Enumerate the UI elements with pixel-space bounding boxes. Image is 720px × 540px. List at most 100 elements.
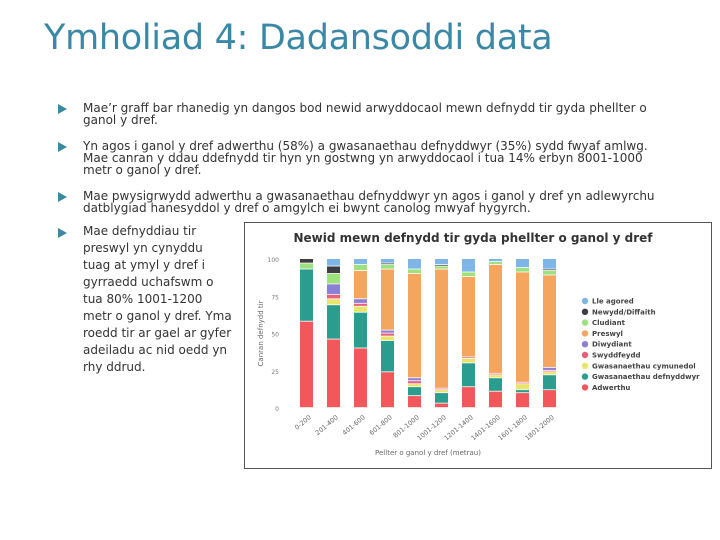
legend-marker (581, 362, 589, 369)
bullet-text: Yn agos i ganol y dref adwerthu (58%) a … (83, 139, 648, 177)
bar-segment (462, 358, 475, 363)
y-tick-label: 100 (268, 257, 280, 264)
bar-segment (408, 381, 421, 384)
bar-segment (516, 259, 529, 268)
bar-segment (327, 305, 340, 339)
bar-segment (462, 259, 475, 272)
bar-segment (543, 275, 556, 367)
stacked-bar-chart: Newid mewn defnydd tir gyda phellter o g… (244, 222, 712, 469)
bar-segment (408, 387, 421, 396)
bar-segment (435, 266, 448, 269)
bar-segment (516, 393, 529, 408)
bar-segment (462, 363, 475, 387)
legend-label: Adwerthu (592, 384, 630, 392)
bar-segment (489, 375, 502, 378)
bar-segment (543, 259, 556, 269)
bar-segment (381, 264, 394, 269)
arrow-bullet-icon (58, 142, 67, 152)
bar-segment (327, 266, 340, 274)
bar-segment (408, 396, 421, 408)
bar-segment (327, 259, 340, 266)
bar-segment (516, 390, 529, 393)
legend-label: Gwasanaethau defnyddwyr (592, 373, 700, 381)
bar-segment (408, 259, 421, 269)
bar-segment (489, 261, 502, 265)
bar-segment (516, 267, 529, 272)
legend-marker (581, 330, 589, 337)
bar-segment (462, 272, 475, 277)
bar-segment (300, 321, 313, 408)
x-axis-label: Pellter o ganol y dref (metrau) (375, 449, 481, 457)
x-tick-label: 601-800 (368, 413, 394, 437)
bar-segment (327, 299, 340, 305)
bar-segment (435, 388, 448, 390)
bar-segment (381, 336, 394, 341)
bar-segment (300, 259, 313, 263)
bar-segment (381, 259, 394, 263)
bar-segment (489, 378, 502, 391)
chart-title: Newid mewn defnydd tir gyda phellter o g… (293, 231, 653, 245)
y-tick-label: 0 (275, 406, 279, 413)
bullet-text: Mae’r graff bar rhanedig yn dangos bod n… (83, 101, 647, 127)
legend-marker (581, 308, 589, 315)
bar-segment (381, 333, 394, 336)
y-tick-label: 25 (271, 369, 279, 376)
bar-segment (435, 259, 448, 265)
y-tick-label: 50 (271, 332, 279, 339)
bar-segment (543, 390, 556, 408)
arrow-bullet-icon (58, 192, 67, 202)
bullet-text: Mae defnyddiau tir preswyl yn cynyddu tu… (83, 224, 232, 374)
bar-segment (327, 339, 340, 408)
bar-segment (354, 264, 367, 271)
x-tick-label: 1801-2000 (523, 413, 555, 442)
bar-segment (462, 276, 475, 357)
bar-segment (462, 387, 475, 408)
bar-segment (354, 306, 367, 312)
bar-segment (543, 367, 556, 370)
bar-segment (435, 269, 448, 388)
x-tick-label: 401-600 (341, 413, 367, 437)
arrow-bullet-icon (58, 104, 67, 114)
bar-segment (543, 375, 556, 390)
legend-marker (581, 351, 589, 359)
x-tick-label: 0-200 (293, 413, 313, 431)
legend-marker (581, 373, 589, 380)
bar-segment (300, 269, 313, 321)
bar-segment (489, 264, 502, 373)
bar-segment (381, 372, 394, 408)
bar-segment (435, 393, 448, 403)
bar-segment (354, 303, 367, 306)
bar-segment (381, 340, 394, 372)
bar-segment (408, 384, 421, 387)
bar-segment (327, 284, 340, 294)
bar-segment (354, 348, 367, 408)
bar-segment (516, 272, 529, 382)
bar-segment (354, 259, 367, 265)
legend-label: Newydd/Diffaith (592, 308, 656, 316)
bar-segment (381, 269, 394, 330)
bullet-text: Mae pwysigrwydd adwerthu a gwasanaethau … (83, 189, 655, 215)
legend-marker (581, 319, 589, 326)
bar-segment (300, 263, 313, 269)
slide-title: Ymholiad 4: Dadansoddi data (44, 18, 553, 58)
bar-segment (543, 370, 556, 372)
bar-segment (543, 270, 556, 275)
bar-segment (435, 264, 448, 266)
arrow-bullet-icon (58, 228, 67, 238)
y-axis-label: Canran defnydd tir (257, 300, 265, 366)
bar-segment (516, 382, 529, 384)
y-tick-label: 75 (271, 294, 279, 301)
legend-label: Gwasanaethau cymunedol (592, 362, 696, 370)
bar-segment (354, 299, 367, 303)
legend-marker (581, 384, 589, 391)
legend-label: Cludiant (592, 319, 626, 327)
bar-segment (516, 384, 529, 390)
bar-segment (543, 269, 556, 271)
legend-label: Lle agored (592, 298, 634, 306)
bar-segment (408, 378, 421, 381)
bar-segment (435, 390, 448, 393)
bar-segment (327, 294, 340, 299)
bar-segment (489, 373, 502, 375)
bar-segment (381, 263, 394, 265)
bar-segment (489, 391, 502, 408)
